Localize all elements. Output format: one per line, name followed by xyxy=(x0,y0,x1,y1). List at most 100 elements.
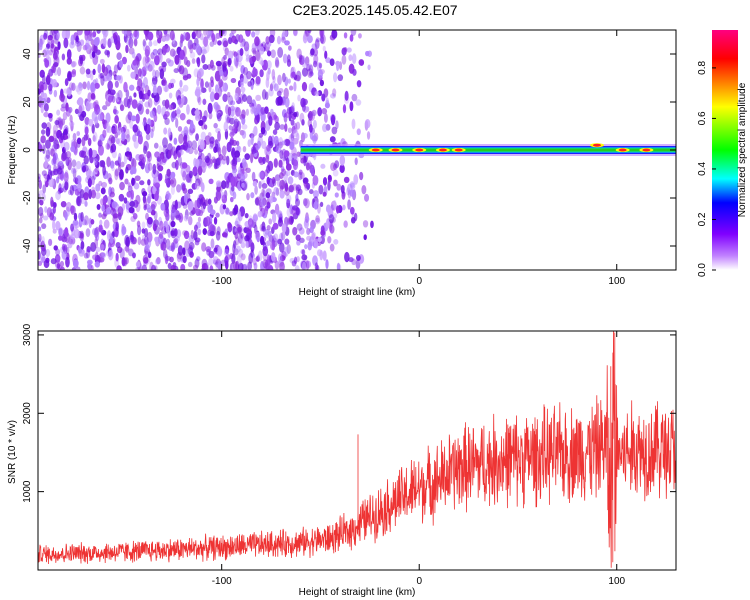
spectrogram-cell xyxy=(182,31,187,39)
spectrogram-cell xyxy=(240,237,246,244)
spectrogram-cell xyxy=(349,206,355,215)
spectrogram-cell xyxy=(358,59,365,66)
spectrogram-cell xyxy=(301,261,307,270)
spectrogram-cell xyxy=(84,126,89,135)
spectrogram-cell xyxy=(131,51,136,59)
spectrogram-cell xyxy=(266,50,272,57)
spectrogram-cell xyxy=(343,176,350,184)
spectrogram-cell xyxy=(38,233,42,243)
spectrogram-cell xyxy=(72,219,79,226)
spectrogram-cell xyxy=(93,116,99,125)
spectrogram-cell xyxy=(50,258,57,265)
spectrogram-cell xyxy=(268,195,274,204)
spectrogram-cell xyxy=(70,167,76,175)
spectrogram-cell xyxy=(278,242,285,253)
spectrogram-cell xyxy=(156,163,160,170)
spectrogram-cell xyxy=(332,169,339,177)
spectrogram-cell xyxy=(245,108,249,116)
hotspot xyxy=(592,143,601,147)
spectrogram-cell xyxy=(224,208,231,216)
spectrogram-cell xyxy=(41,192,46,202)
spectrogram-cell xyxy=(298,169,303,176)
spectrogram-cell xyxy=(339,164,345,174)
spectrogram-cell xyxy=(248,215,253,225)
spectrogram-cell xyxy=(246,95,253,105)
spectrogram-cell xyxy=(76,140,81,148)
spectrogram-cell xyxy=(313,48,319,57)
spectrogram-cell xyxy=(152,48,158,56)
spectrogram-cell xyxy=(251,31,256,38)
spectrogram-cell xyxy=(94,116,99,126)
spectrogram-cell xyxy=(313,201,319,210)
spectrogram-cell xyxy=(235,217,241,227)
spectrogram-cell xyxy=(322,45,326,52)
spectrogram-cell xyxy=(266,240,271,247)
spectrogram-cell xyxy=(271,240,276,251)
spectrogram-cell xyxy=(115,92,120,103)
spectrogram-cell xyxy=(101,229,107,236)
spectrogram-cell xyxy=(98,144,104,156)
spectrogram-cell xyxy=(248,217,254,228)
spectrogram-cell xyxy=(229,117,235,125)
spectrogram-cell xyxy=(276,35,281,45)
spectrogram-cell xyxy=(115,221,120,232)
spectrogram-cell xyxy=(231,147,236,159)
spectrogram-cell xyxy=(169,134,173,142)
spectrogram-cell xyxy=(236,120,242,132)
spectrogram-cell xyxy=(222,67,229,78)
spectrogram-cell xyxy=(40,254,46,264)
spectrogram-cell xyxy=(289,141,295,150)
spectrogram-cell xyxy=(267,230,272,238)
spectrogram-cell xyxy=(201,48,208,55)
spectrogram-cell xyxy=(351,93,358,102)
spectrogram-cell xyxy=(217,130,221,142)
spectrogram-cell xyxy=(127,182,131,188)
spectrogram-cell xyxy=(208,257,214,266)
spectrogram-cell xyxy=(170,78,176,84)
spectrogram-cell xyxy=(79,56,84,65)
spectrogram-cell xyxy=(183,193,188,204)
spectrogram-cell xyxy=(86,80,91,91)
spectrogram-cell xyxy=(268,218,273,225)
spectrogram-cell xyxy=(201,242,207,252)
spectrogram-cell xyxy=(61,154,66,162)
spectrogram-cell xyxy=(64,181,69,191)
spectrogram-cell xyxy=(137,134,143,145)
spectrogram-cell xyxy=(94,167,100,173)
spectrogram-cell xyxy=(100,244,105,251)
spectrogram-cell xyxy=(177,125,183,132)
spectrogram-cell xyxy=(92,68,96,76)
spectrogram-cell xyxy=(132,59,137,66)
spectrogram-cell xyxy=(52,206,56,214)
spectrogram-cell xyxy=(195,208,201,216)
spectrogram-cell xyxy=(293,81,297,92)
spectrogram-cell xyxy=(99,219,103,226)
spectrogram-cell xyxy=(216,112,222,122)
spectrogram-cell xyxy=(322,250,327,262)
spectrogram-cell xyxy=(301,119,305,126)
spectrogram-cell xyxy=(195,43,201,54)
spectrogram-cell xyxy=(57,67,62,77)
spectrogram-cell xyxy=(243,41,250,52)
spectrogram-cell xyxy=(251,171,256,182)
spectrogram-cell xyxy=(141,221,146,229)
spectrogram-cell xyxy=(41,223,47,230)
spectrogram-cell xyxy=(217,246,223,257)
spectrogram-cell xyxy=(343,47,348,53)
spectrogram-cell xyxy=(207,198,212,205)
spectrogram-cell xyxy=(126,154,131,161)
spectrogram-cell xyxy=(76,30,83,36)
spectrogram-cell xyxy=(147,185,152,194)
spectrogram-cell xyxy=(87,178,92,188)
spectrogram-cell xyxy=(198,119,204,127)
spectrogram-cell xyxy=(102,129,107,139)
spectrogram-cell xyxy=(101,181,108,189)
spectrogram-cell xyxy=(97,113,103,121)
spectrogram-cell xyxy=(174,54,180,65)
spectrogram-cell xyxy=(132,134,137,143)
spectrogram-cell xyxy=(200,131,207,141)
spectrogram-cell xyxy=(53,130,58,142)
spectrogram-cell xyxy=(182,255,187,264)
spectrogram-cell xyxy=(177,245,183,256)
spectrogram-cell xyxy=(167,149,172,159)
